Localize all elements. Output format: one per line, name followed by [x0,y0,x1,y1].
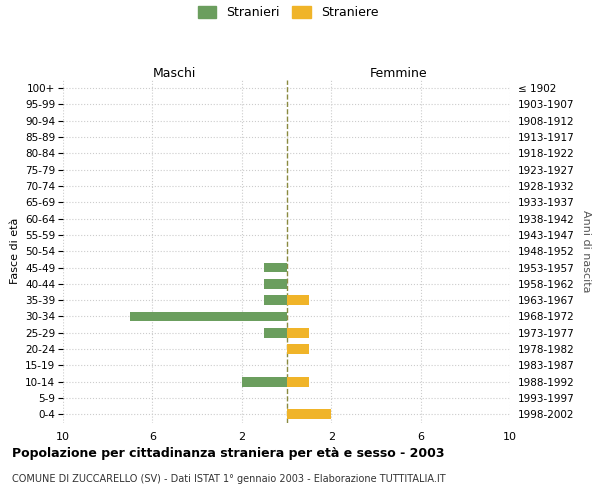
Bar [287,328,309,338]
Text: Popolazione per cittadinanza straniera per età e sesso - 2003: Popolazione per cittadinanza straniera p… [12,448,445,460]
Bar [264,279,287,289]
Legend: Stranieri, Straniere: Stranieri, Straniere [197,6,379,19]
Bar [287,410,331,419]
Bar [287,377,309,386]
Bar [130,312,287,322]
Bar [287,344,309,354]
Bar [242,377,287,386]
Bar [264,296,287,305]
Y-axis label: Anni di nascita: Anni di nascita [581,210,591,292]
Bar [264,328,287,338]
Text: COMUNE DI ZUCCARELLO (SV) - Dati ISTAT 1° gennaio 2003 - Elaborazione TUTTITALIA: COMUNE DI ZUCCARELLO (SV) - Dati ISTAT 1… [12,474,446,484]
Text: Femmine: Femmine [370,67,427,80]
Text: Maschi: Maschi [153,67,196,80]
Bar [264,262,287,272]
Y-axis label: Fasce di età: Fasce di età [10,218,20,284]
Bar [287,296,309,305]
